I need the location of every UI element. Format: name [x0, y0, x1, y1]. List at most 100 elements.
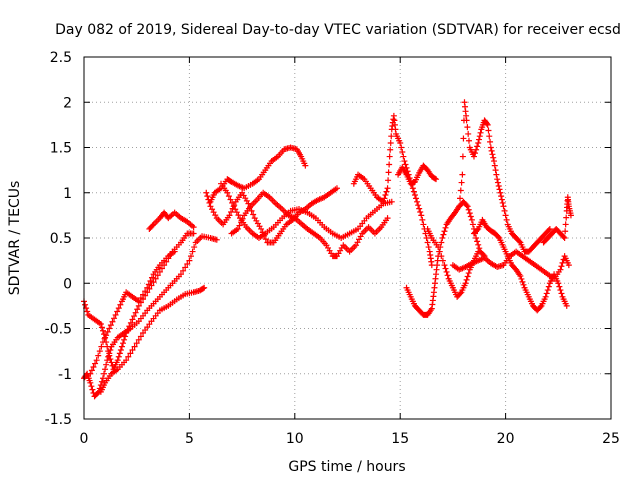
series-track-f [207, 144, 309, 205]
data-point [469, 221, 476, 228]
data-point [492, 167, 499, 174]
data-point [380, 198, 387, 205]
data-point [227, 196, 234, 203]
data-point [472, 150, 479, 157]
data-point [111, 315, 118, 322]
data-point [476, 133, 483, 140]
y-tick-label: 0.5 [50, 231, 72, 247]
data-point [462, 280, 469, 287]
data-point [465, 137, 472, 144]
data-point [154, 272, 161, 279]
data-point [544, 287, 551, 294]
data-point [562, 228, 569, 235]
data-point [147, 277, 154, 284]
data-point [546, 225, 553, 232]
data-point [107, 322, 114, 329]
data-point [424, 239, 431, 246]
data-point [99, 339, 106, 346]
data-point [399, 149, 406, 156]
data-point [497, 189, 504, 196]
data-point [387, 139, 394, 146]
data-point [413, 195, 420, 202]
data-point [483, 120, 490, 127]
data-point [137, 294, 144, 301]
data-point [117, 301, 124, 308]
data-point [442, 265, 449, 272]
x-tick-label: 10 [286, 431, 304, 447]
data-point [402, 161, 409, 168]
data-point [517, 273, 524, 280]
series-track-m [424, 225, 482, 300]
data-point [475, 248, 482, 255]
data-point [467, 213, 474, 220]
data-point [414, 198, 421, 205]
data-point [493, 171, 500, 178]
data-point [561, 235, 568, 241]
series-track-k [395, 162, 440, 187]
data-point [443, 268, 450, 275]
data-point [87, 370, 94, 377]
data-point [498, 196, 505, 203]
data-point [542, 293, 549, 300]
data-point [518, 275, 525, 282]
data-point [519, 278, 526, 285]
data-point [464, 124, 471, 131]
data-point [477, 129, 484, 136]
series-track-j [350, 112, 435, 269]
data-point [558, 263, 565, 270]
data-point [439, 235, 446, 241]
data-point [126, 323, 133, 330]
data-point [177, 271, 184, 278]
data-point [441, 228, 448, 235]
data-point [239, 215, 246, 222]
data-point [545, 227, 552, 234]
series-track-a [81, 233, 220, 400]
data-point [465, 130, 472, 137]
data-point [470, 153, 477, 160]
data-point [489, 151, 496, 158]
data-point [101, 335, 108, 342]
data-point [559, 259, 566, 266]
data-point [491, 158, 498, 165]
data-point [465, 270, 472, 277]
data-point [435, 244, 442, 251]
data-point [84, 308, 91, 315]
data-point [417, 208, 424, 215]
data-point [98, 343, 105, 350]
plot-frame [83, 56, 612, 420]
y-axis-label: SDTVAR / TECUs [7, 181, 23, 296]
data-point [491, 162, 498, 169]
data-point [127, 319, 134, 326]
data-point [190, 224, 197, 231]
data-point [123, 357, 130, 364]
data-point [131, 313, 138, 320]
data-point [459, 171, 466, 178]
data-point [438, 253, 445, 260]
data-point [88, 383, 95, 390]
data-point [97, 320, 104, 327]
data-point [180, 267, 187, 274]
data-point [250, 211, 257, 218]
data-point [152, 275, 159, 282]
data-point [381, 195, 388, 202]
data-point [401, 158, 408, 165]
data-point [499, 199, 506, 206]
data-point [563, 214, 570, 221]
data-point [124, 326, 131, 333]
data-point [487, 138, 494, 145]
data-point [88, 367, 95, 374]
data-point [229, 199, 236, 206]
data-point [398, 144, 405, 151]
data-point [415, 202, 422, 209]
data-point [119, 340, 126, 347]
data-point [104, 357, 111, 364]
data-point [439, 257, 446, 264]
data-point [476, 245, 483, 252]
data-point [121, 336, 128, 343]
data-point [206, 199, 213, 206]
data-point [191, 244, 198, 251]
series-track-e [146, 209, 197, 232]
data-point [384, 185, 391, 192]
data-point [122, 333, 129, 340]
